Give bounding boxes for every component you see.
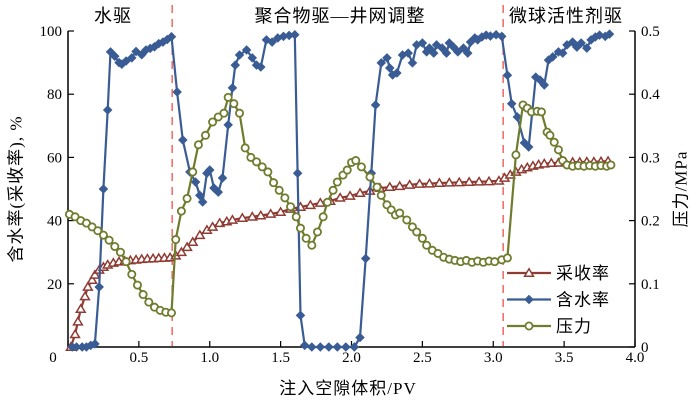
tick-label: 80 [47,87,62,103]
tick-label: 2.5 [413,350,432,366]
tick-label: 0.1 [641,277,660,293]
tick-label: 60 [47,150,62,166]
tick-label: 0.4 [641,87,660,103]
tick-label: 1.0 [200,350,219,366]
legend-label: 压力 [556,317,592,336]
series-含水率 [67,29,615,352]
legend-item-压力: 压力 [507,317,592,336]
tick-label: 1.5 [271,350,290,366]
region-label-microsphere-flooding: 微球活性剂驱 [509,6,623,26]
tick-label: 3.0 [484,350,503,366]
x-axis-title: 注入空隙体积/PV [279,379,417,398]
axes: 0 0.5 1.0 1.5 2.0 2.5 3.0 3.5 4.0 20 40 60 80 100 0 0.1… [40,24,661,366]
tick-label: 0.5 [130,350,149,366]
tick-label: 3.5 [555,350,574,366]
tick-label: 0.3 [641,150,660,166]
legend-label: 含水率 [556,291,610,310]
region-label-water-flooding: 水驱 [94,6,132,26]
tick-label: 40 [47,214,62,230]
tick-label: 4.0 [626,350,645,366]
region-label-polymer-flooding: 聚合物驱—井网调整 [254,6,426,26]
tick-label: 2.0 [342,350,361,366]
tick-label: 0 [641,340,649,356]
right-y-axis-title: 压力/MPa [671,150,691,228]
tick-label: 0.2 [641,214,660,230]
legend-item-采收率: 采收率 [507,264,610,283]
tick-label: 0 [49,350,57,366]
legend-item-含水率: 含水率 [507,291,610,310]
series-压力 [64,92,616,318]
left-y-axis-title: 含水率(采收率), % [6,115,26,263]
legend-label: 采收率 [556,264,610,283]
tick-label: 100 [40,24,63,40]
tick-label: 20 [47,277,62,293]
tick-label: 0.5 [641,24,660,40]
